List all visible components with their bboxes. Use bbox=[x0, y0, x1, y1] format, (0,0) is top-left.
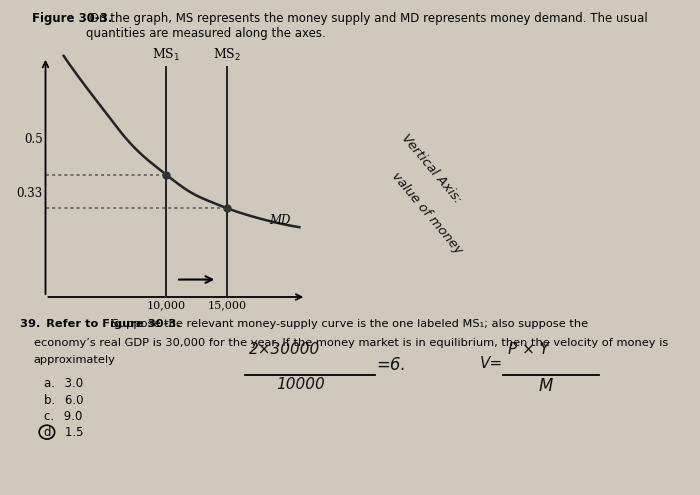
Text: Suppose the relevant money-supply curve is the one labeled MS₁; also suppose the: Suppose the relevant money-supply curve … bbox=[108, 319, 589, 329]
Text: On the graph, MS represents the money supply and MD represents money demand. The: On the graph, MS represents the money su… bbox=[86, 12, 648, 41]
Text: V=: V= bbox=[480, 356, 503, 371]
Text: a.  3.0: a. 3.0 bbox=[44, 377, 83, 390]
Text: MD: MD bbox=[270, 214, 290, 227]
Text: P × Y: P × Y bbox=[508, 343, 549, 357]
Text: MS$_2$: MS$_2$ bbox=[213, 47, 241, 63]
Text: economy’s real GDP is 30,000 for the year. If the money market is in equilibrium: economy’s real GDP is 30,000 for the yea… bbox=[34, 338, 668, 347]
Text: 2×30000: 2×30000 bbox=[248, 343, 320, 357]
Text: 10000: 10000 bbox=[276, 377, 326, 392]
Text: b.  6.0: b. 6.0 bbox=[44, 394, 83, 406]
Text: d.  1.5: d. 1.5 bbox=[44, 426, 83, 439]
Text: M: M bbox=[539, 377, 554, 395]
Text: 39.  Refer to Figure 30-3.: 39. Refer to Figure 30-3. bbox=[20, 319, 181, 329]
Text: value of money: value of money bbox=[389, 169, 465, 256]
Text: Vertical Axis:: Vertical Axis: bbox=[399, 131, 464, 205]
Text: MS$_1$: MS$_1$ bbox=[153, 47, 181, 63]
Text: c.  9.0: c. 9.0 bbox=[44, 410, 83, 423]
Text: Figure 30-3.: Figure 30-3. bbox=[32, 12, 112, 25]
Text: approximately: approximately bbox=[34, 355, 116, 365]
Text: =6.: =6. bbox=[377, 356, 406, 374]
